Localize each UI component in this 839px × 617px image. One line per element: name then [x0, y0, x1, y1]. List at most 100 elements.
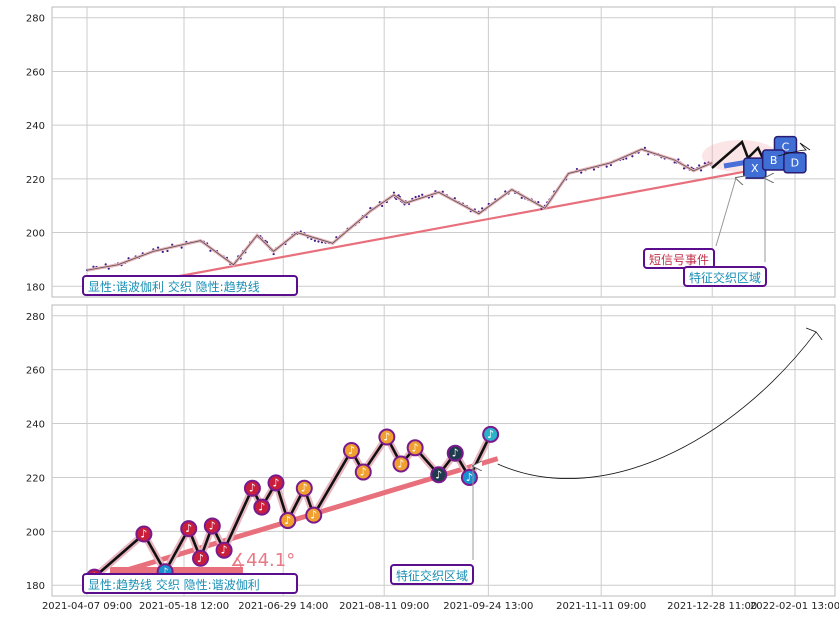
price-dot	[127, 257, 130, 260]
pattern-marker-label: C	[782, 141, 790, 154]
note-marker	[192, 549, 210, 567]
price-dot	[677, 158, 680, 161]
note-marker-glyph: ♪	[258, 501, 265, 514]
note-marker-glyph: ♪	[209, 519, 216, 532]
bottom-series-line	[92, 430, 494, 580]
price-dot	[369, 207, 372, 210]
x-tick-label: 2022-02-01 13:00	[750, 601, 839, 612]
short-signal-note: 短信号事件	[649, 253, 709, 267]
short-signal-note-box	[643, 248, 715, 269]
price-dot	[414, 195, 417, 199]
price-dot	[504, 190, 507, 193]
note-marker	[203, 517, 221, 535]
bottom-panel-frame	[51, 304, 836, 597]
y-tick-label: 200	[26, 527, 45, 538]
price-dot	[156, 246, 160, 249]
note-marker-glyph: ♪	[452, 447, 459, 460]
note-marker-glyph: ♪	[487, 428, 494, 441]
price-dot	[417, 195, 421, 198]
note-marker	[354, 463, 372, 481]
price-dot	[392, 191, 396, 194]
price-dot	[682, 167, 686, 170]
note-marker	[135, 525, 153, 543]
price-dot	[92, 265, 95, 268]
note-marker	[253, 498, 271, 516]
bottom-grid	[52, 305, 835, 596]
price-dot	[699, 169, 703, 172]
price-dot	[609, 163, 613, 167]
series-line	[93, 433, 492, 579]
price-dot	[166, 249, 169, 253]
price-dot	[209, 249, 212, 252]
price-dot	[104, 263, 107, 266]
price-dot	[703, 162, 706, 165]
note-marker-glyph: ♪	[249, 482, 256, 495]
price-dot	[441, 190, 444, 193]
bottom-legend-note: 显性:趋势线 交织 隐性:谐波伽利	[88, 577, 260, 592]
x-tick-label: 2021-04-07 09:00	[42, 601, 132, 612]
note-marker-glyph: ♪	[397, 457, 404, 470]
note-marker	[430, 466, 448, 484]
top-series-line	[87, 147, 713, 272]
y-tick-label: 240	[26, 121, 45, 132]
note-marker	[267, 474, 285, 492]
x-tick-label: 2021-09-24 13:00	[443, 601, 533, 612]
note-marker-glyph: ♪	[301, 482, 308, 495]
note-marker	[215, 541, 233, 559]
top-legend-note: 显性:谐波伽利 交织 隐性:趋势线	[88, 279, 260, 294]
note-marker-glyph: ♪	[162, 565, 169, 578]
note-marker-glyph: ♪	[348, 444, 355, 457]
note-marker-glyph: ♪	[185, 522, 192, 535]
price-dot	[592, 168, 596, 171]
projection-hook	[777, 142, 811, 157]
top-panel-frame	[51, 6, 836, 298]
note-marker-glyph: ♪	[284, 514, 291, 527]
feature-zone-note-bottom: 特征交织区域	[396, 568, 468, 583]
price-dot	[647, 153, 650, 156]
y-tick-label: 220	[26, 175, 45, 186]
price-dot	[481, 207, 484, 210]
y-tick-label: 260	[26, 366, 45, 377]
feature-zone-note-bottom-box	[390, 564, 474, 585]
y-tick-label: 280	[26, 14, 45, 25]
note-marker-glyph: ♪	[360, 466, 367, 479]
note-marker-glyph: ♪	[221, 544, 228, 557]
note-marker	[392, 455, 410, 473]
note-marker-glyph: ♪	[272, 476, 279, 489]
annotation-arrow	[715, 178, 736, 247]
feature-zone-note-top-box	[683, 266, 767, 287]
note-marker	[295, 479, 313, 497]
bottom-annotations: 显性:趋势线 交织 隐性:谐波伽利 特征交织区域	[82, 466, 474, 594]
series-halo	[87, 147, 713, 272]
top-trend-line	[153, 164, 779, 282]
note-marker-glyph: ♪	[140, 528, 147, 541]
note-marker	[406, 439, 424, 457]
bottom-x-axis: 2021-04-07 09:00 2021-05-18 12:00 2021-06-…	[42, 601, 839, 612]
price-dot	[698, 164, 701, 167]
pattern-marker	[783, 151, 807, 174]
projection-hook	[805, 327, 823, 341]
y-tick-label: 240	[26, 420, 45, 431]
trend-line	[153, 164, 779, 282]
note-marker	[482, 425, 500, 443]
note-marker-glyph: ♪	[412, 441, 419, 454]
y-tick-label: 180	[26, 581, 45, 592]
y-tick-label: 260	[26, 67, 45, 78]
price-dot	[381, 204, 384, 208]
price-dot	[580, 171, 583, 174]
bottom-legend-note-box	[82, 573, 298, 594]
x-tick-label: 2021-08-11 09:00	[339, 601, 429, 612]
top-panel: 180 200 220 240 260 280 X CB D 显性:谐波伽利 交织 隐性:趋势…	[26, 6, 836, 298]
price-dot	[272, 252, 275, 256]
price-dot	[575, 167, 579, 171]
price-dot	[313, 239, 317, 242]
price-dot	[605, 165, 608, 168]
note-marker	[243, 479, 261, 497]
y-tick-label: 200	[26, 229, 45, 240]
note-marker-glyph: ♪	[383, 431, 390, 444]
note-marker	[342, 442, 360, 459]
note-marker	[446, 444, 464, 462]
note-marker	[378, 428, 396, 446]
